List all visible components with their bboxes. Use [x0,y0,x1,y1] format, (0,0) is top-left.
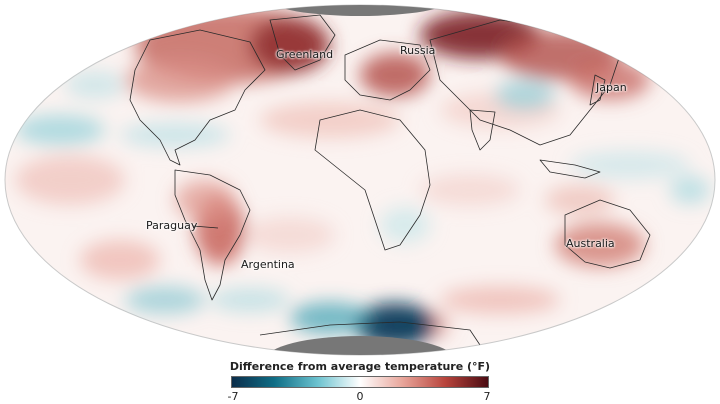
legend-title: Difference from average temperature (°F) [229,360,491,373]
legend-mid-label: 0 [356,390,364,403]
label-argentina: Argentina [241,258,295,271]
legend-max-label: 7 [483,390,491,403]
legend-color-bar [231,376,489,388]
label-paraguay: Paraguay [146,219,198,232]
label-russia: Russia [400,44,436,57]
label-australia: Australia [566,237,615,250]
label-greenland: Greenland [276,48,334,61]
legend-min-label: -7 [227,390,239,403]
polar-no-data [265,5,455,355]
label-japan: Japan [596,81,627,94]
